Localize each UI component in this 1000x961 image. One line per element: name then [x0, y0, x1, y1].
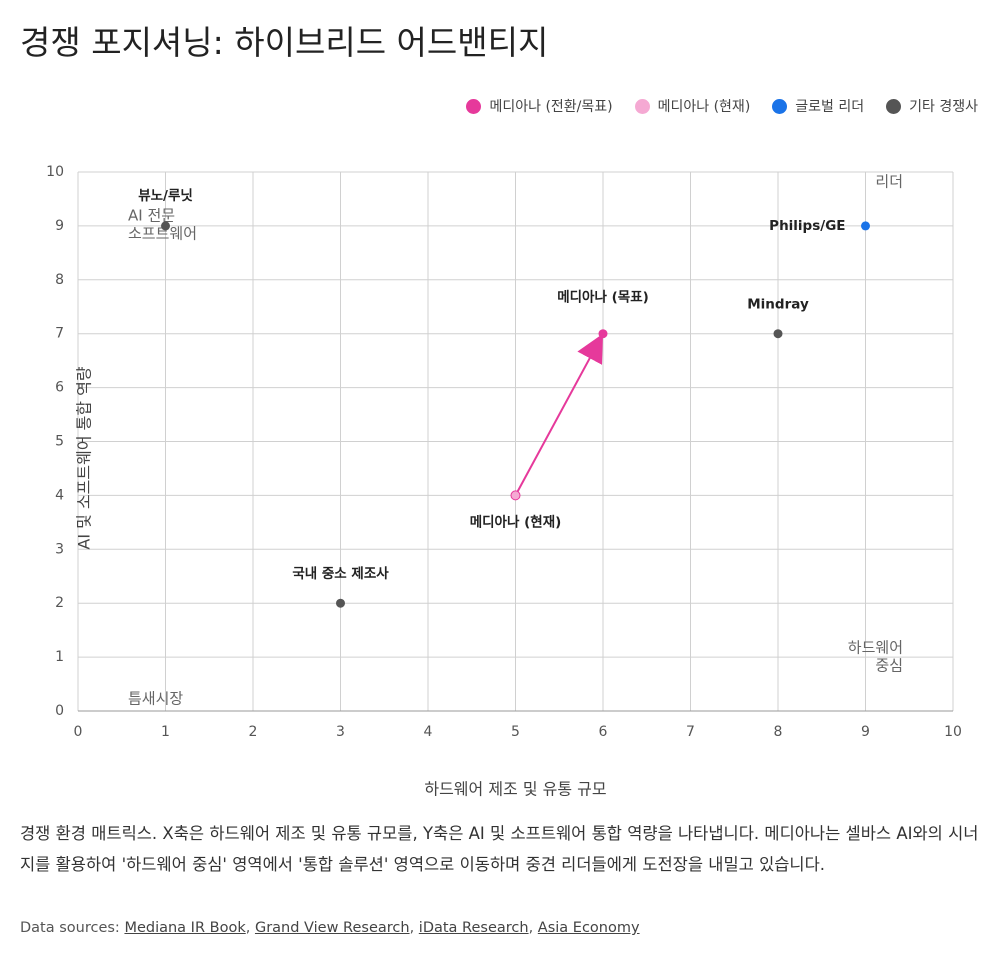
region-label: AI 전문 [128, 207, 175, 225]
x-tick-label: 0 [74, 724, 83, 740]
y-tick-label: 0 [55, 703, 64, 719]
source-link[interactable]: Grand View Research [254, 920, 410, 936]
legend-label: 기타 경쟁사 [909, 99, 978, 115]
sources-label: Data sources: [20, 920, 120, 936]
y-tick-label: 1 [55, 649, 64, 665]
region-label: 틈새시장 [128, 690, 183, 708]
x-tick-label: 2 [249, 724, 258, 740]
y-tick-label: 4 [55, 487, 64, 503]
legend-label: 메디아나 (현재) [657, 99, 751, 115]
region-label: 중심 [875, 657, 903, 675]
data-point [336, 598, 345, 608]
data-point [510, 490, 521, 501]
legend-label: 메디아나 (전환/목표) [489, 99, 613, 115]
source-link[interactable]: Mediana IR Book [124, 920, 246, 936]
data-point [773, 329, 783, 339]
y-tick-label: 7 [55, 326, 64, 342]
y-tick-label: 8 [55, 272, 64, 288]
y-tick-label: 2 [55, 595, 64, 611]
legend-label: 글로벌 리더 [795, 99, 865, 115]
region-label: 소프트웨어 [128, 225, 197, 243]
x-tick-label: 9 [861, 724, 870, 740]
legend-swatch [466, 98, 482, 114]
legend-swatch [886, 98, 902, 114]
sources: Data sources: Mediana IR Book, Grand Vie… [20, 920, 640, 936]
data-point [598, 329, 608, 339]
y-tick-label: 10 [46, 164, 64, 180]
chart: 0 1 2 3 4 5 6 7 8 9 10 0 1 2 3 4 5 6 7 8 9 10 하드웨어 제조 및 유통 규모 A… [46, 164, 962, 799]
y-axis-label: AI 및 소프트웨어 통합 역량 [75, 366, 94, 549]
point-label: 국내 중소 제조사 [292, 566, 389, 582]
legend-item: 기타 경쟁사 [886, 96, 978, 116]
data-point [161, 221, 170, 231]
y-tick-label: 5 [55, 434, 64, 450]
transition-arrow [514, 333, 604, 496]
legend-swatch [634, 98, 650, 114]
x-tick-label: 10 [944, 724, 962, 740]
legend-item: 메디아나 (전환/목표) [466, 96, 613, 116]
source-links: Mediana IR Book, Grand View Research, iD… [124, 920, 640, 936]
x-tick-label: 4 [424, 724, 433, 740]
point-label: Philips/GE [769, 218, 845, 234]
x-tick-label: 5 [511, 724, 520, 740]
legend-swatch [772, 98, 788, 114]
source-link[interactable]: iData Research [418, 920, 529, 936]
x-tick-label: 7 [686, 724, 695, 740]
point-label: Mindray [747, 297, 809, 313]
y-tick-label: 3 [55, 541, 64, 557]
legend-item: 메디아나 (현재) [634, 96, 751, 116]
y-tick-label: 6 [55, 380, 64, 396]
x-tick-label: 6 [599, 724, 608, 740]
chart-title: 경쟁 포지셔닝: 하이브리드 어드밴티지 [20, 23, 549, 62]
source-link[interactable]: Asia Economy [537, 920, 640, 936]
x-axis-label: 하드웨어 제조 및 유통 규모 [424, 780, 606, 799]
x-tick-label: 8 [774, 724, 783, 740]
legend: 메디아나 (전환/목표) 메디아나 (현재) 글로벌 리더 기타 경쟁사 [466, 96, 978, 116]
region-label: 하드웨어 [848, 639, 903, 657]
point-label: 메디아나 (목표) [557, 289, 649, 306]
y-tick-label: 9 [55, 218, 64, 234]
x-tick-label: 1 [161, 724, 170, 740]
x-tick-label: 3 [336, 724, 345, 740]
point-label: 뷰노/루닛 [138, 188, 193, 204]
legend-item: 글로벌 리더 [772, 96, 864, 116]
description: 경쟁 환경 매트릭스. X축은 하드웨어 제조 및 유통 규모를, Y축은 AI… [20, 824, 979, 874]
point-label: 메디아나 (현재) [470, 513, 562, 530]
data-point [861, 221, 870, 231]
region-label: 리더 [875, 173, 903, 191]
